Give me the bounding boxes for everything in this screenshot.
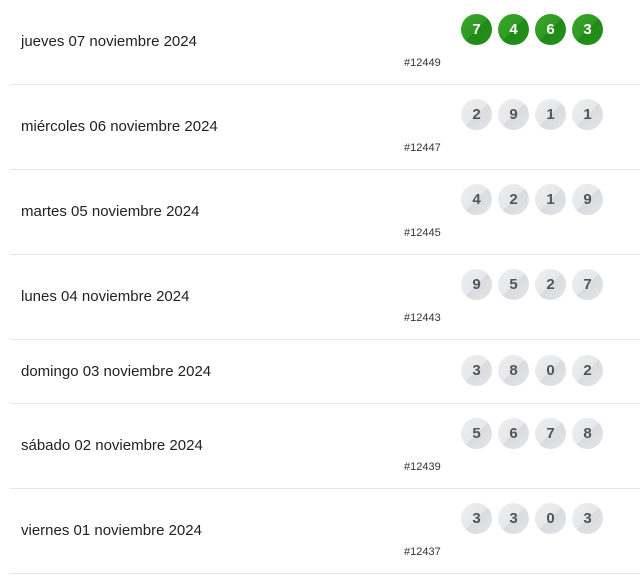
draw-date: jueves 07 noviembre 2024 — [21, 33, 197, 50]
draw-date: miércoles 06 noviembre 2024 — [21, 118, 218, 135]
result-row[interactable]: miércoles 06 noviembre 2024 2 9 1 1 #12447 — [10, 85, 640, 170]
draw-date: lunes 04 noviembre 2024 — [21, 288, 190, 305]
number-ball: 7 — [535, 418, 566, 449]
number-ball: 5 — [498, 269, 529, 300]
draw-id: #12449 — [404, 57, 441, 69]
result-row[interactable]: lunes 04 noviembre 2024 9 5 2 7 #12443 — [10, 255, 640, 340]
draw-id: #12447 — [404, 142, 441, 154]
draw-date: viernes 01 noviembre 2024 — [21, 522, 202, 539]
draw-id: #12437 — [404, 546, 441, 558]
draw-date: domingo 03 noviembre 2024 — [21, 363, 212, 380]
number-ball: 3 — [498, 503, 529, 534]
number-ball: 1 — [572, 99, 603, 130]
number-ball: 1 — [535, 184, 566, 215]
result-row[interactable]: jueves 07 noviembre 2024 7 4 6 3 #12449 — [10, 0, 640, 85]
number-ball: 0 — [535, 503, 566, 534]
number-ball: 7 — [461, 14, 492, 45]
number-ball: 3 — [461, 355, 492, 386]
number-ball: 4 — [461, 184, 492, 215]
number-ball: 1 — [535, 99, 566, 130]
number-ball: 8 — [572, 418, 603, 449]
number-ball: 3 — [572, 503, 603, 534]
number-ball: 3 — [461, 503, 492, 534]
draw-id: #12443 — [404, 312, 441, 324]
number-ball: 9 — [461, 269, 492, 300]
result-row[interactable]: martes 05 noviembre 2024 4 2 1 9 #12445 — [10, 170, 640, 255]
number-ball: 0 — [535, 355, 566, 386]
draw-date: sábado 02 noviembre 2024 — [21, 437, 203, 454]
draw-date: martes 05 noviembre 2024 — [21, 203, 200, 220]
draw-id: #12439 — [404, 461, 441, 473]
result-row[interactable]: sábado 02 noviembre 2024 5 6 7 8 #12439 — [10, 404, 640, 489]
number-ball: 7 — [572, 269, 603, 300]
number-ball: 9 — [572, 184, 603, 215]
number-ball: 9 — [498, 99, 529, 130]
number-ball: 8 — [498, 355, 529, 386]
number-ball: 2 — [572, 355, 603, 386]
result-row[interactable]: viernes 01 noviembre 2024 3 3 0 3 #12437 — [10, 489, 640, 574]
number-ball: 4 — [498, 14, 529, 45]
draw-id: #12445 — [404, 227, 441, 239]
number-ball: 6 — [535, 14, 566, 45]
number-ball: 6 — [498, 418, 529, 449]
number-ball: 5 — [461, 418, 492, 449]
number-ball: 3 — [572, 14, 603, 45]
number-ball: 2 — [498, 184, 529, 215]
number-ball: 2 — [461, 99, 492, 130]
number-ball: 2 — [535, 269, 566, 300]
